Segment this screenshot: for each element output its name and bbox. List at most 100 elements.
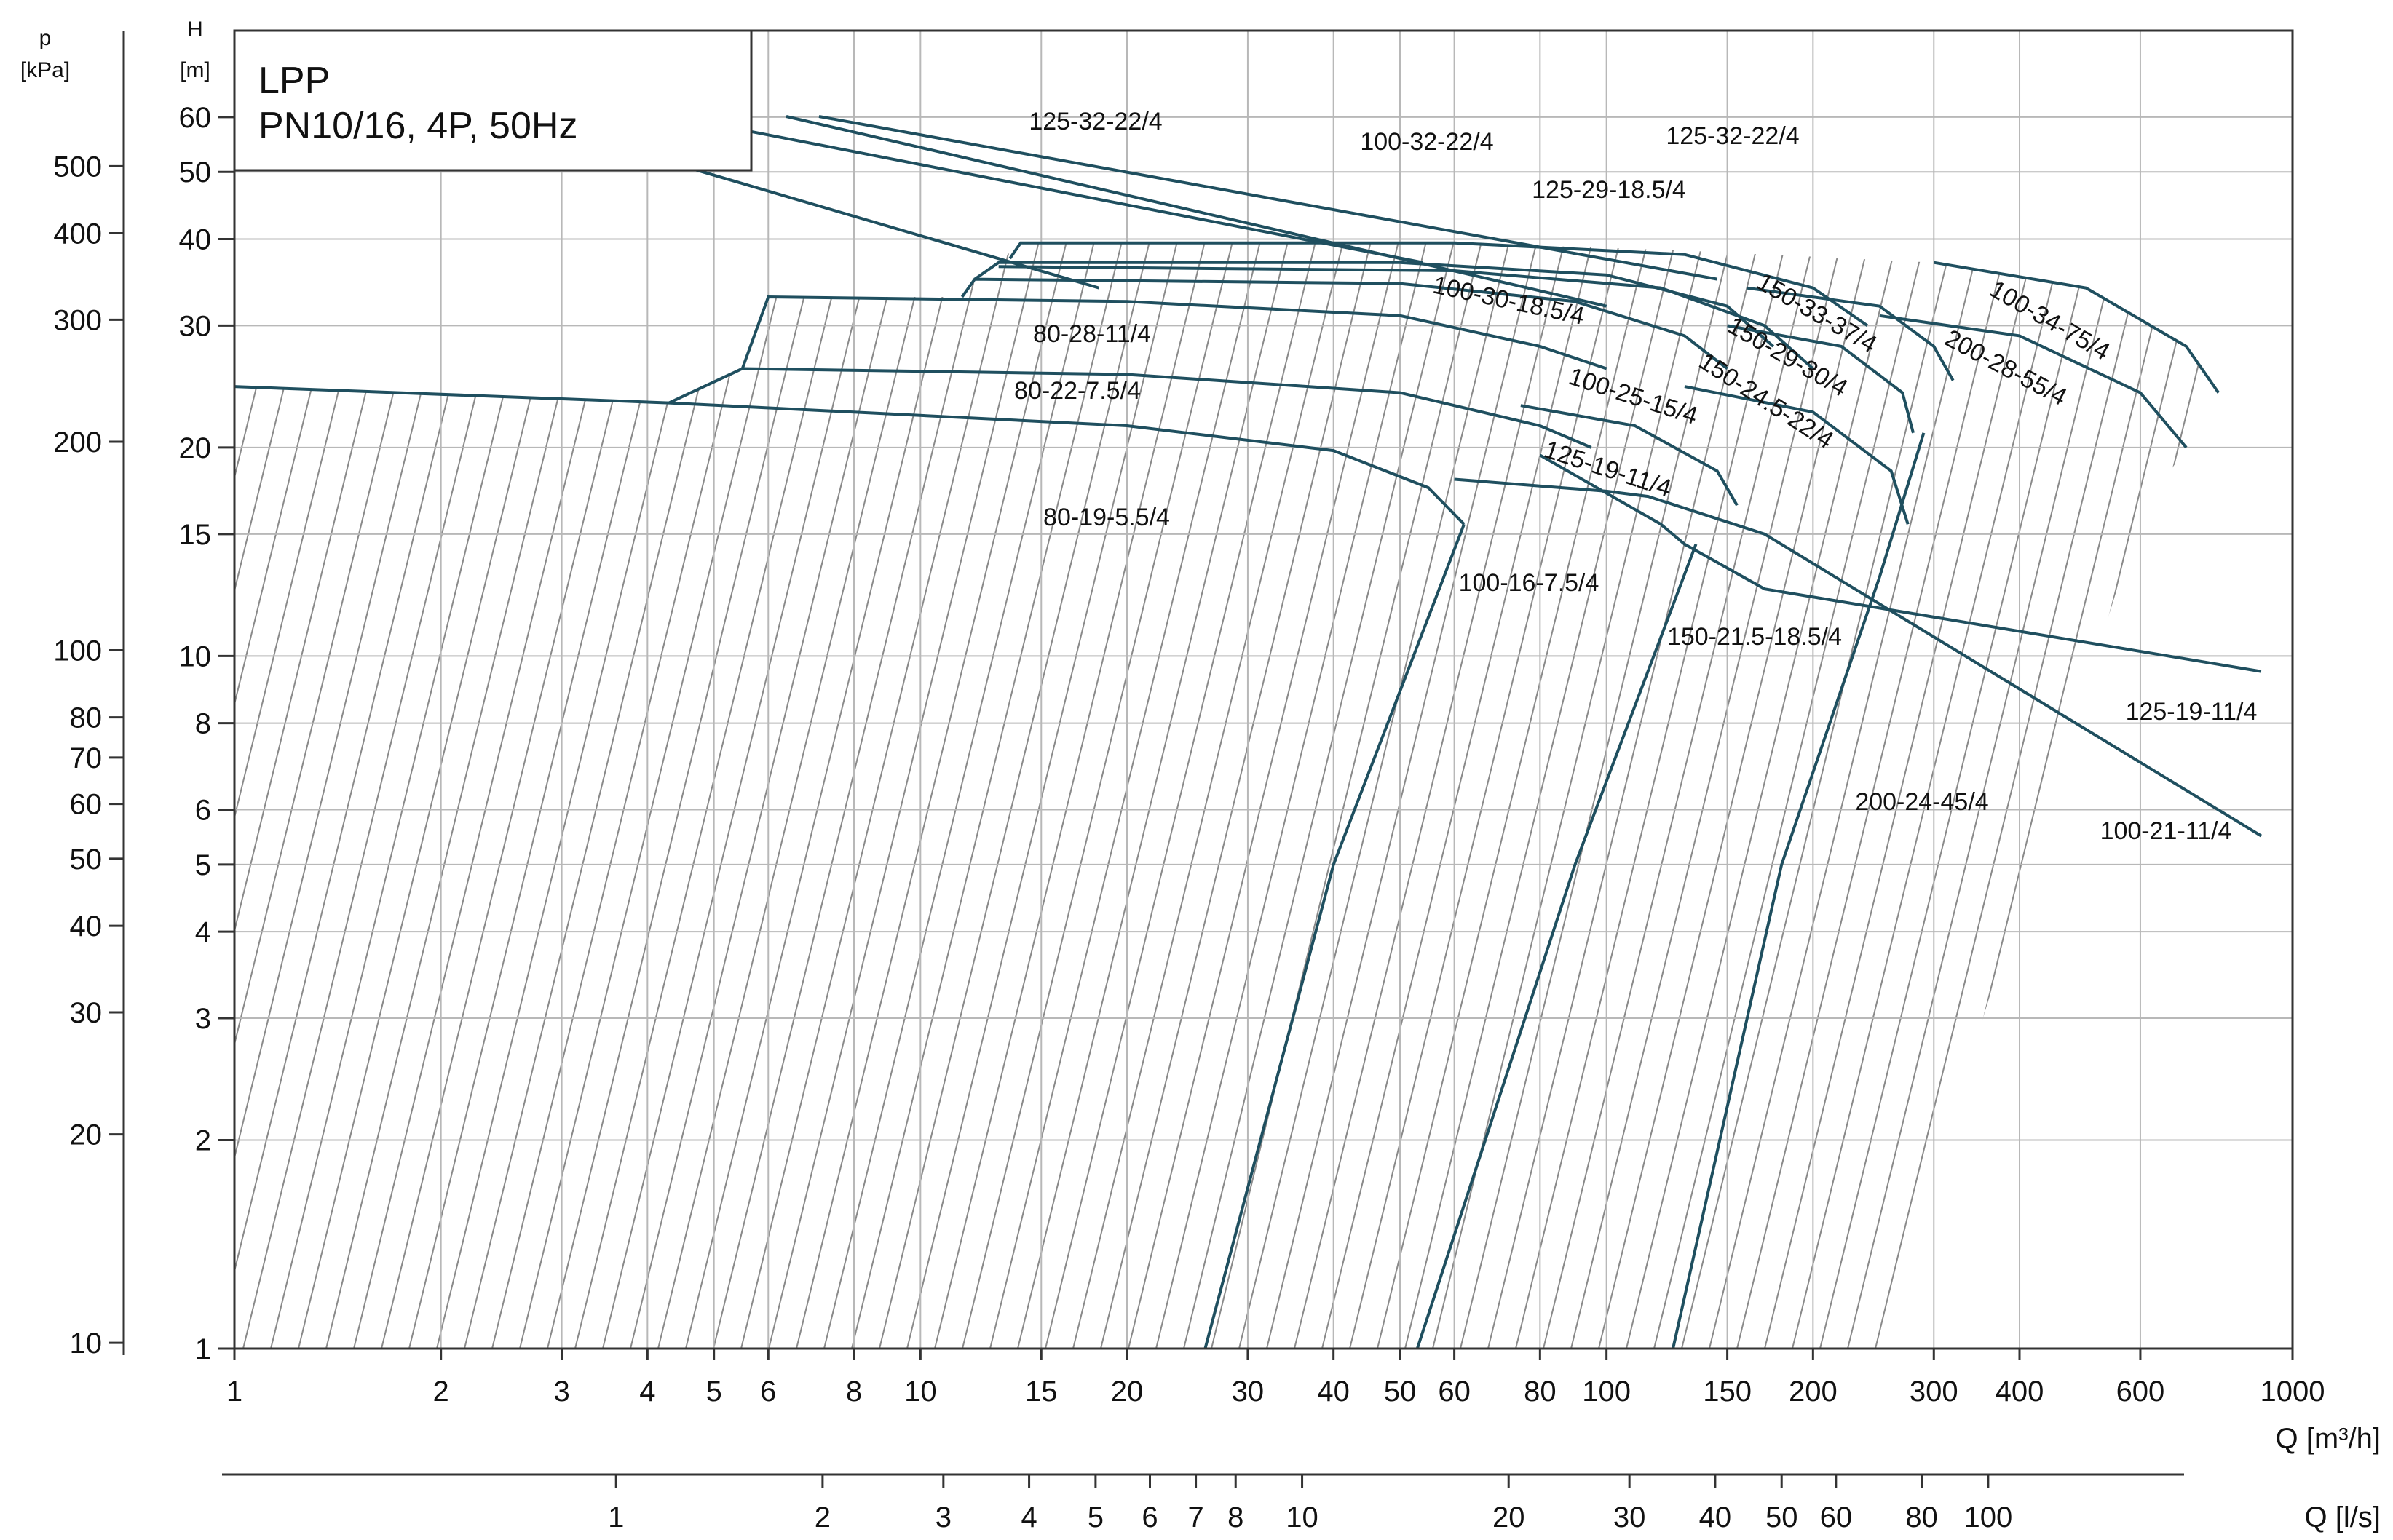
- x-tick-label: 10: [904, 1376, 937, 1408]
- hatch-line: [962, 242, 1285, 1349]
- curve-125-19-11-4: [1539, 453, 2262, 673]
- curve-label: 100-16-7.5/4: [1459, 569, 1599, 597]
- curve-100-32-22-4: [973, 261, 1775, 348]
- y2-tick-label: 80: [70, 702, 103, 734]
- x2-tick-label: 80: [1905, 1501, 1938, 1533]
- x2-tick-label: 1: [608, 1501, 624, 1533]
- curve-label: 125-32-22/4: [1029, 108, 1162, 135]
- y2-tick-label: 20: [70, 1119, 103, 1151]
- y-tick-label: 20: [179, 432, 212, 464]
- hatch-line: [1211, 242, 1534, 1349]
- x2-tick-label: 100: [1964, 1501, 2013, 1533]
- y2-tick-label: 70: [70, 742, 103, 774]
- x-tick-label: 400: [1996, 1376, 2044, 1408]
- x-tick-label: 100: [1582, 1376, 1631, 1408]
- curve-100-34-75-4: [1933, 261, 2220, 394]
- x2-tick-label: 10: [1286, 1501, 1318, 1533]
- hatch-line: [934, 242, 1257, 1349]
- y2-tick-label: 400: [53, 218, 102, 250]
- curve-label: 150-21.5-18.5/4: [1667, 623, 1842, 651]
- axes: p [kPa] H [m] Q [m³/h] Q [l/s]: [20, 17, 2381, 1533]
- x-tick-label: 60: [1438, 1376, 1471, 1408]
- hatch-line: [879, 242, 1202, 1349]
- y-tick-label: 30: [179, 310, 212, 342]
- x-tick-label: 5: [706, 1376, 722, 1408]
- x2-tick-label: 20: [1492, 1501, 1525, 1533]
- hatch-line: [1128, 242, 1451, 1349]
- label-leader-line: [818, 115, 1718, 281]
- chart-title: LPP: [258, 60, 330, 102]
- tick-labels: 1 2 3 4 5 6 8 10 15 20 30 40 50 60 80 100 150 200 300 400 60…: [53, 102, 2325, 1533]
- x2-tick-label: 6: [1142, 1501, 1158, 1533]
- curve-label: 80-22-7.5/4: [1014, 377, 1141, 405]
- x-tick-label: 4: [639, 1376, 655, 1408]
- hatch-line: [1155, 242, 1479, 1349]
- y-tick-label: 50: [179, 156, 212, 188]
- x2-tick-label: 5: [1088, 1501, 1104, 1533]
- y-axis-unit: [m]: [180, 58, 210, 82]
- y-tick-label: 2: [195, 1125, 211, 1157]
- curve-150-33-37-4: [1746, 286, 1955, 381]
- y-tick-label: 4: [195, 916, 211, 948]
- y2-axis-unit: [kPa]: [20, 58, 70, 82]
- x-tick-label: 40: [1317, 1376, 1350, 1408]
- x-tick-label: 300: [1910, 1376, 1958, 1408]
- curve-125-29-18-5-4: [998, 265, 1814, 370]
- x-tick-label: 150: [1703, 1376, 1752, 1408]
- x-tick-label: 600: [2116, 1376, 2165, 1408]
- x-tick-label: 2: [433, 1376, 449, 1408]
- label-leader-line: [786, 115, 1607, 308]
- x-tick-label: 80: [1524, 1376, 1557, 1408]
- y2-tick-label: 50: [70, 844, 103, 876]
- x2-tick-label: 2: [815, 1501, 831, 1533]
- y-tick-label: 40: [179, 223, 212, 255]
- curve-200-28-55-4: [1879, 314, 2188, 449]
- x-tick-label: 30: [1232, 1376, 1265, 1408]
- x-tick-label: 200: [1789, 1376, 1838, 1408]
- curve-100-30-18-5-4: [960, 277, 1728, 370]
- curve-label: 80-28-11/4: [1033, 320, 1151, 348]
- y2-tick-label: 30: [70, 997, 103, 1029]
- x-tick-label: 8: [846, 1376, 862, 1408]
- y-tick-label: 10: [179, 640, 212, 672]
- curve-150-29-30-4: [1727, 324, 1915, 434]
- curve-80-22-7-5-4: [668, 367, 1592, 449]
- x-tick-label: 20: [1111, 1376, 1144, 1408]
- x-axis-label: Q [m³/h]: [2276, 1423, 2381, 1455]
- curve-label: 100-32-22/4: [1360, 128, 1493, 156]
- y-tick-label: 15: [179, 519, 212, 551]
- y2-tick-label: 40: [70, 910, 103, 942]
- y2-tick-label: 10: [70, 1327, 103, 1360]
- curve-100-16-7-5-4: [1203, 523, 1466, 1349]
- hatch-line: [1266, 242, 1589, 1349]
- hatch-line: [796, 242, 1119, 1349]
- hatch-line: [823, 242, 1147, 1349]
- curve-80-19-5-5-4: [234, 385, 1466, 525]
- x-tick-label: 6: [760, 1376, 776, 1408]
- hatch-line: [768, 242, 1091, 1349]
- hatch-line: [851, 242, 1174, 1349]
- y-tick-label: 1: [195, 1333, 211, 1365]
- x2-tick-label: 4: [1021, 1501, 1037, 1533]
- curve-label: 125-29-18.5/4: [1532, 176, 1686, 204]
- curve-200-24-45-4: [1672, 432, 1926, 1349]
- curve-125-32-22-4: [1008, 241, 1869, 328]
- y2-tick-label: 60: [70, 789, 103, 821]
- x-tick-label: 1: [226, 1376, 242, 1408]
- curve-100-25-15-4: [1520, 404, 1739, 507]
- y2-axis-name: p: [39, 26, 52, 50]
- hatch-line: [1377, 242, 1700, 1349]
- y2-tick-label: 100: [53, 635, 102, 667]
- hatch-line: [989, 242, 1313, 1349]
- x2-tick-label: 50: [1765, 1501, 1798, 1533]
- pump-curves: [234, 115, 2262, 1349]
- title-box: LPP PN10/16, 4P, 50Hz: [233, 29, 753, 172]
- hatch-line: [1045, 242, 1368, 1349]
- curve-label: 200-24-45/4: [1855, 788, 1988, 816]
- x2-tick-label: 40: [1699, 1501, 1732, 1533]
- x-tick-label: 50: [1384, 1376, 1417, 1408]
- curve-100-21-11-4: [1454, 477, 2262, 838]
- y2-tick-label: 300: [53, 304, 102, 336]
- x2-tick-label: 8: [1227, 1501, 1243, 1533]
